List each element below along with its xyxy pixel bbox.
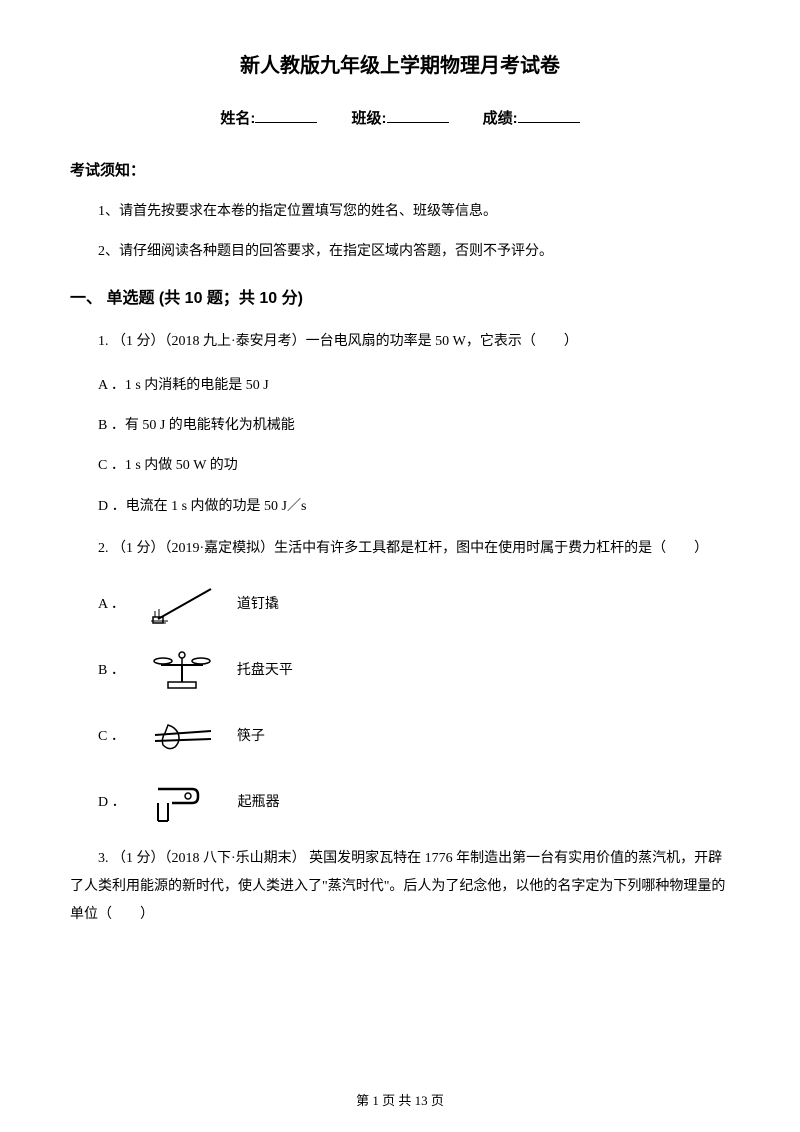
question-2: 2. （1 分）（2019·嘉定模拟）生活中有许多工具都是杠杆，图中在使用时属于… xyxy=(70,536,730,561)
q1-option-b: B ．有 50 J 的电能转化为机械能 xyxy=(70,415,730,437)
exam-title: 新人教版九年级上学期物理月考试卷 xyxy=(70,50,730,82)
q1-option-c: C ．1 s 内做 50 W 的功 xyxy=(70,455,730,477)
class-blank[interactable] xyxy=(387,122,449,123)
q2-option-b: B ． 托盘天平 xyxy=(70,647,730,695)
question-3: 3. （1 分）（2018 八下·乐山期末） 英国发明家瓦特在 1776 年制造… xyxy=(70,845,730,929)
name-blank[interactable] xyxy=(255,122,317,123)
q2-c-text: 筷子 xyxy=(237,726,265,748)
chopsticks-icon xyxy=(143,713,221,761)
q2-option-a: A ． 道钉撬 xyxy=(70,581,730,629)
q2-c-letter: C ． xyxy=(98,726,125,748)
q2-b-text: 托盘天平 xyxy=(237,660,293,682)
q2-d-letter: D ． xyxy=(98,792,126,814)
q1-option-a: A ．1 s 内消耗的电能是 50 J xyxy=(70,375,730,397)
bottle-opener-icon xyxy=(144,779,222,827)
q2-option-d: D ． 起瓶器 xyxy=(70,779,730,827)
crowbar-icon xyxy=(143,581,221,629)
q2-d-text: 起瓶器 xyxy=(238,792,280,814)
student-info-line: 姓名: 班级: 成绩: xyxy=(70,107,730,131)
score-label: 成绩: xyxy=(483,110,518,127)
instruction-1: 1、请首先按要求在本卷的指定位置填写您的姓名、班级等信息。 xyxy=(70,201,730,223)
q2-b-letter: B ． xyxy=(98,660,125,682)
score-blank[interactable] xyxy=(518,122,580,123)
q2-a-letter: A ． xyxy=(98,594,125,616)
question-1: 1. （1 分）（2018 九上·泰安月考）一台电风扇的功率是 50 W，它表示… xyxy=(70,329,730,354)
class-label: 班级: xyxy=(352,110,387,127)
instruction-2: 2、请仔细阅读各种题目的回答要求，在指定区域内答题，否则不予评分。 xyxy=(70,241,730,263)
section-1-title: 一、 单选题 (共 10 题；共 10 分) xyxy=(70,286,730,312)
name-label: 姓名: xyxy=(220,110,255,127)
instructions-header: 考试须知： xyxy=(70,159,730,183)
balance-scale-icon xyxy=(143,647,221,695)
q2-option-c: C ． 筷子 xyxy=(70,713,730,761)
page-footer: 第 1 页 共 13 页 xyxy=(0,1091,800,1112)
q1-option-d: D ．电流在 1 s 内做的功是 50 J／s xyxy=(70,496,730,518)
q2-a-text: 道钉撬 xyxy=(237,594,279,616)
